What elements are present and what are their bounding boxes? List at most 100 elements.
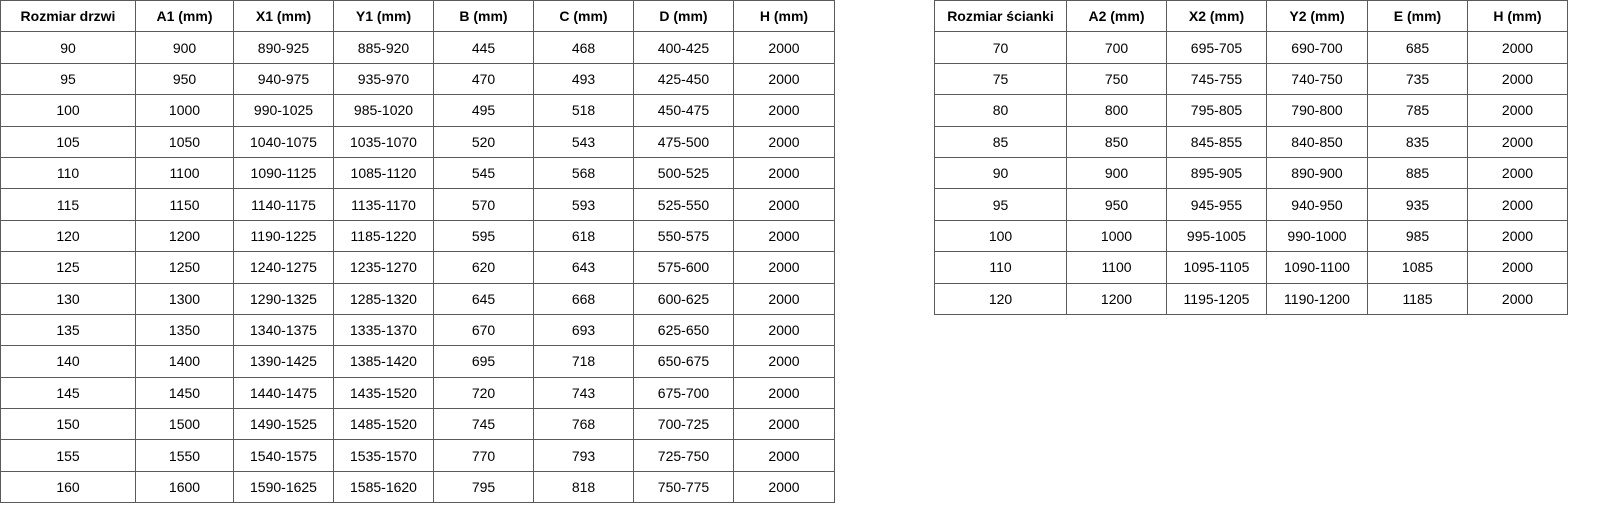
table-cell: 895-905 [1166,156,1267,190]
table-cell: 850 [1066,125,1167,158]
column-header: Rozmiar drzwi [0,0,136,33]
table-cell: 550-575 [633,219,734,253]
table-cell: 520 [433,125,534,158]
table-row: 80 800 795-805 790-800 785 2000 [934,94,1568,127]
column-header: Rozmiar ścianki [934,0,1067,33]
table-cell: 1550 [135,439,234,472]
table-cell: 1350 [135,313,234,347]
table-cell: 110 [0,156,136,190]
table-row: 95 950 940-975 935-970 470 493 425-450 2000 [0,62,835,96]
table-cell: 790-800 [1266,94,1368,127]
table-cell: 745 [433,408,534,441]
table-cell: 2000 [733,219,835,253]
column-header: D (mm) [633,0,734,33]
table-row: 115 1150 1140-1175 1135-1170 570 593 525-550 20… [0,188,835,221]
table-cell: 625-650 [633,313,734,347]
table-cell: 85 [934,125,1067,158]
table-cell: 90 [934,156,1067,190]
table-cell: 890-900 [1266,156,1368,190]
table-row: 125 1250 1240-1275 1235-1270 620 643 575-600 20… [0,251,835,284]
table-cell: 2000 [1467,31,1568,64]
table-cell: 1095-1105 [1166,251,1267,284]
table-cell: 593 [533,188,634,221]
table-cell: 643 [533,251,634,284]
table-cell: 770 [433,439,534,472]
table-cell: 1340-1375 [233,313,334,347]
table-cell: 1000 [135,94,234,127]
table-cell: 75 [934,62,1067,96]
table-cell: 840-850 [1266,125,1368,158]
table-cell: 650-675 [633,345,734,378]
table-cell: 900 [135,31,234,64]
table-cell: 2000 [733,345,835,378]
table-cell: 735 [1367,62,1468,96]
table-cell: 940-950 [1266,188,1368,221]
table-cell: 1185-1220 [333,219,434,253]
table-cell: 1085-1120 [333,156,434,190]
table-cell: 2000 [1467,94,1568,127]
column-header: X1 (mm) [233,0,334,33]
table-cell: 1100 [1066,251,1167,284]
table-cell: 985-1020 [333,94,434,127]
table-row: 120 1200 1190-1225 1185-1220 595 618 550-575 20… [0,219,835,253]
table-cell: 620 [433,251,534,284]
table-cell: 70 [934,31,1067,64]
table-cell: 100 [0,94,136,127]
table-cell: 900 [1066,156,1167,190]
table-cell: 818 [533,470,634,504]
table-cell: 768 [533,408,634,441]
table-cell: 745-755 [1166,62,1267,96]
table-row: 110 1100 1090-1125 1085-1120 545 568 500-525 20… [0,156,835,190]
table-cell: 525-550 [633,188,734,221]
table-cell: 2000 [1467,62,1568,96]
table-cell: 2000 [733,188,835,221]
table-row: 100 1000 990-1025 985-1020 495 518 450-475 2000 [0,94,835,127]
column-header: A2 (mm) [1066,0,1167,33]
table-cell: 885-920 [333,31,434,64]
column-header: E (mm) [1367,0,1468,33]
table-cell: 80 [934,94,1067,127]
table-cell: 718 [533,345,634,378]
column-header: X2 (mm) [1166,0,1267,33]
table-row: 90 900 895-905 890-900 885 2000 [934,156,1568,190]
table-cell: 1300 [135,282,234,315]
table-cell: 1600 [135,470,234,504]
table-cell: 160 [0,470,136,504]
table-cell: 1435-1520 [333,376,434,410]
table-cell: 1250 [135,251,234,284]
table-cell: 725-750 [633,439,734,472]
table-cell: 1290-1325 [233,282,334,315]
table-cell: 445 [433,31,534,64]
table-cell: 2000 [1467,219,1568,253]
table-cell: 950 [135,62,234,96]
table-cell: 1000 [1066,219,1167,253]
column-header: C (mm) [533,0,634,33]
table-cell: 1200 [1066,282,1167,315]
table-cell: 2000 [733,251,835,284]
table-cell: 450-475 [633,94,734,127]
header-row: Rozmiar drzwi A1 (mm) X1 (mm) Y1 (mm) B (mm)… [0,0,835,33]
table-cell: 890-925 [233,31,334,64]
table-cell: 145 [0,376,136,410]
table-cell: 985 [1367,219,1468,253]
table-cell: 470 [433,62,534,96]
column-header: B (mm) [433,0,534,33]
table-cell: 793 [533,439,634,472]
table-row: 145 1450 1440-1475 1435-1520 720 743 675-700 20… [0,376,835,410]
table-cell: 990-1025 [233,94,334,127]
table-cell: 110 [934,251,1067,284]
table-row: 130 1300 1290-1325 1285-1320 645 668 600-625 20… [0,282,835,315]
table-row: 110 1100 1095-1105 1090-1100 1085 2000 [934,251,1568,284]
table-cell: 940-975 [233,62,334,96]
table-cell: 2000 [733,439,835,472]
table-cell: 100 [934,219,1067,253]
table-row: 100 1000 995-1005 990-1000 985 2000 [934,219,1568,253]
table-cell: 1150 [135,188,234,221]
column-header: A1 (mm) [135,0,234,33]
table-cell: 668 [533,282,634,315]
table-row: 70 700 695-705 690-700 685 2000 [934,31,1568,64]
table-cell: 543 [533,125,634,158]
table-cell: 2000 [733,313,835,347]
table-cell: 2000 [1467,282,1568,315]
table-cell: 90 [0,31,136,64]
